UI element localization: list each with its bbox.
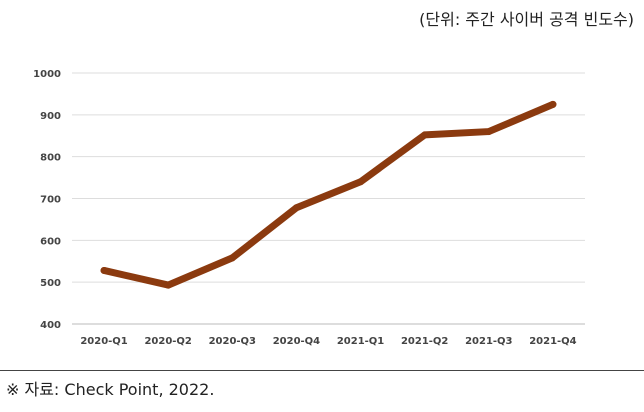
unit-note: (단위: 주간 사이버 공격 빈도수) [419, 10, 634, 29]
x-tick-label: 2021-Q4 [529, 336, 576, 347]
x-tick-label: 2020-Q4 [273, 336, 320, 347]
divider [0, 370, 644, 371]
x-tick-label: 2020-Q3 [209, 336, 256, 347]
data-point [485, 128, 493, 136]
y-axis-ticks: 400 500 600 700 800 900 1000 [33, 69, 61, 331]
y-tick-label: 700 [40, 195, 61, 206]
data-point [100, 266, 108, 274]
data-point [228, 254, 236, 262]
x-axis-ticks: 2020-Q1 2020-Q2 2020-Q3 2020-Q4 2021-Q1 2021-… [80, 336, 576, 347]
data-point [421, 131, 429, 139]
series-line [100, 100, 557, 289]
series-group [100, 100, 557, 289]
y-tick-label: 500 [40, 278, 61, 289]
x-tick-label: 2021-Q3 [465, 336, 512, 347]
data-point [357, 178, 365, 186]
y-tick-label: 800 [40, 153, 61, 164]
x-tick-label: 2021-Q1 [337, 336, 384, 347]
data-point [292, 204, 300, 212]
x-tick-label: 2020-Q1 [80, 336, 127, 347]
source-note: ※ 자료: Check Point, 2022. [6, 380, 215, 399]
y-tick-label: 600 [40, 236, 61, 247]
x-tick-label: 2020-Q2 [144, 336, 191, 347]
x-tick-label: 2021-Q2 [401, 336, 448, 347]
data-point [549, 100, 557, 108]
y-tick-label: 900 [40, 111, 61, 122]
data-point [164, 281, 172, 289]
y-tick-label: 400 [40, 320, 61, 331]
y-tick-label: 1000 [33, 69, 61, 80]
